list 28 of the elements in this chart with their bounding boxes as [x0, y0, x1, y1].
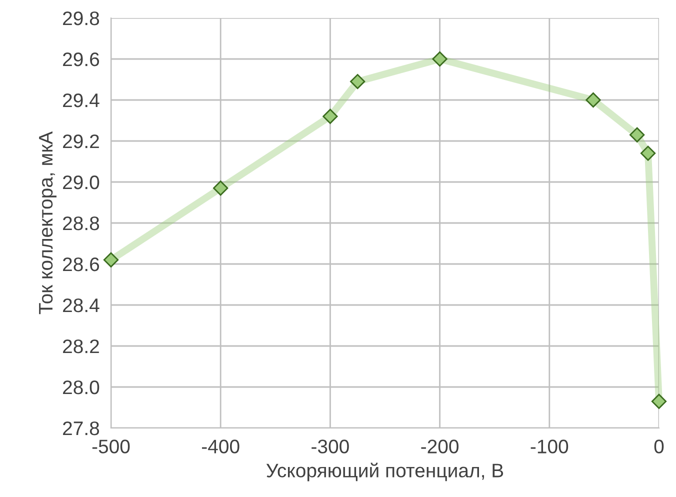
x-tick-label: -100	[530, 440, 568, 454]
point	[350, 74, 366, 90]
point	[651, 394, 667, 409]
point	[322, 108, 338, 124]
point	[432, 51, 448, 67]
x-tick-label: -300	[312, 440, 349, 454]
y-tick-label: 29.4	[63, 93, 100, 108]
x-tick-label: -400	[202, 440, 240, 454]
point	[640, 146, 656, 161]
y-tick-label: 28.0	[63, 380, 100, 394]
y-tick-label: 28.4	[63, 298, 100, 312]
point	[103, 252, 119, 268]
y-tick-label: 29.8	[63, 11, 100, 26]
x-tick-label: -200	[421, 440, 458, 454]
point	[586, 92, 601, 108]
y-tick-label: 29.0	[63, 175, 100, 190]
y-tick-label: 28.2	[63, 339, 99, 354]
y-axis-title: Ток коллектора, мкА	[39, 131, 56, 314]
y-tick-label: 28.8	[63, 216, 100, 230]
y-tick-label: 29.6	[63, 52, 100, 66]
y-tick-label: 29.2	[63, 134, 99, 148]
x-axis-title: Ускоряющий потенциал, В	[266, 462, 504, 482]
x-tick-label: -500	[92, 440, 130, 454]
point	[213, 180, 228, 196]
y-tick-label: 27.8	[63, 421, 100, 436]
y-tick-label: 28.6	[63, 257, 100, 272]
point	[630, 127, 645, 142]
x-tick-label: 0	[654, 440, 664, 454]
